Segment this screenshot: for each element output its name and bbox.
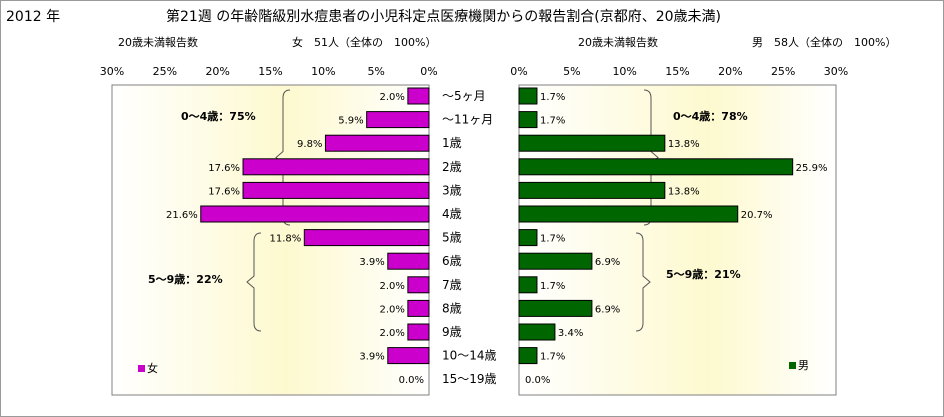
male-legend-label: 男 <box>798 359 809 372</box>
age-category-label: 〜5ヶ月 <box>442 89 486 103</box>
year-label: 2012 年 <box>6 9 61 25</box>
age-category-label: 2歳 <box>442 160 462 174</box>
female-data-label: 3.9% <box>359 352 384 363</box>
female-bar <box>387 252 430 270</box>
age-category-label: 5歳 <box>442 231 462 245</box>
female-bar <box>407 87 430 105</box>
female-bar <box>324 134 430 152</box>
female-bar <box>407 276 430 294</box>
male-bar <box>518 252 593 270</box>
male-annotation-0-4: 0〜4歳：78% <box>673 109 748 123</box>
male-axis-tick: 5% <box>563 65 580 78</box>
chart-title: 第21週 の年齢階級別水痘患者の小児科定点医療機関からの報告割合(京都府、20歳… <box>166 9 722 25</box>
female-bar <box>387 347 430 365</box>
female-bar <box>242 158 430 176</box>
female-data-label: 9.8% <box>297 139 322 150</box>
female-bar <box>366 111 430 129</box>
male-bar <box>518 205 739 223</box>
female-data-label: 2.0% <box>379 92 404 103</box>
female-data-label: 2.0% <box>379 328 404 339</box>
age-category-label: 7歳 <box>442 278 462 292</box>
female-summary: 女 51人（全体の 100%） <box>292 36 437 49</box>
age-category-label: 〜11ヶ月 <box>442 113 493 127</box>
male-bar <box>518 181 666 199</box>
female-axis-tick: 10% <box>311 65 335 78</box>
female-axis-tick: 15% <box>258 65 282 78</box>
male-legend-swatch <box>789 362 796 369</box>
age-category-label: 10〜14歳 <box>442 349 497 363</box>
female-bar <box>407 323 430 341</box>
male-data-label: 25.9% <box>796 163 828 174</box>
age-category-label: 8歳 <box>442 301 462 315</box>
male-axis-tick: 15% <box>665 65 689 78</box>
male-data-label: 1.7% <box>540 234 565 245</box>
male-data-label: 13.8% <box>668 186 700 197</box>
male-axis-tick: 10% <box>612 65 636 78</box>
male-data-label: 3.4% <box>558 328 583 339</box>
male-bar <box>518 87 538 105</box>
female-bar <box>407 299 430 317</box>
female-axis-tick: 5% <box>367 65 384 78</box>
male-axis-tick: 30% <box>824 65 848 78</box>
female-data-label: 11.8% <box>270 234 302 245</box>
male-axis-tick: 0% <box>510 65 527 78</box>
male-bar <box>518 229 538 247</box>
age-category-label: 3歳 <box>442 183 462 197</box>
male-data-label: 20.7% <box>741 210 773 221</box>
female-axis-tick: 25% <box>153 65 177 78</box>
male-bar <box>518 134 666 152</box>
male-axis-tick: 25% <box>771 65 795 78</box>
age-category-label: 15〜19歳 <box>442 372 497 386</box>
male-data-label: 0.0% <box>525 375 550 386</box>
male-axis-tick: 20% <box>718 65 742 78</box>
female-bracket-5-9 <box>246 232 262 332</box>
female-bar <box>303 229 430 247</box>
female-data-label: 5.9% <box>338 116 363 127</box>
male-summary: 男 58人（全体の 100%） <box>752 36 897 49</box>
female-axis-tick: 0% <box>420 65 437 78</box>
age-category-label: 9歳 <box>442 325 462 339</box>
female-data-label: 3.9% <box>359 257 384 268</box>
male-bracket-5-9 <box>635 232 651 332</box>
female-bracket-0-4 <box>275 89 291 226</box>
female-legend-label: 女 <box>147 361 158 375</box>
female-bar <box>242 181 430 199</box>
female-annotation-5-9: 5〜9歳：22% <box>148 272 223 286</box>
male-data-label: 1.7% <box>540 92 565 103</box>
female-subtitle: 20歳未満報告数 <box>118 36 198 49</box>
female-data-label: 17.6% <box>208 163 240 174</box>
age-category-label: 4歳 <box>442 207 462 221</box>
female-axis-tick: 30% <box>100 65 124 78</box>
male-annotation-5-9: 5〜9歳：21% <box>666 267 741 281</box>
male-data-label: 13.8% <box>668 139 700 150</box>
female-axis-tick: 20% <box>205 65 229 78</box>
male-bar <box>518 276 538 294</box>
female-annotation-0-4: 0〜4歳：75% <box>181 109 256 123</box>
male-data-label: 1.7% <box>540 281 565 292</box>
male-subtitle: 20歳未満報告数 <box>578 36 658 49</box>
male-bar <box>518 158 794 176</box>
male-bar <box>518 347 538 365</box>
male-bracket-0-4 <box>643 89 659 226</box>
female-data-label: 21.6% <box>166 210 198 221</box>
age-category-label: 1歳 <box>442 136 462 150</box>
age-category-label: 6歳 <box>442 254 462 268</box>
male-bar <box>518 323 556 341</box>
male-plot-area <box>518 84 837 396</box>
male-data-label: 1.7% <box>540 116 565 127</box>
male-data-label: 6.9% <box>595 304 620 315</box>
female-data-label: 2.0% <box>379 304 404 315</box>
female-data-label: 0.0% <box>399 375 424 386</box>
female-data-label: 2.0% <box>379 281 404 292</box>
male-data-label: 6.9% <box>595 257 620 268</box>
female-data-label: 17.6% <box>208 186 240 197</box>
female-bar <box>200 205 430 223</box>
male-data-label: 1.7% <box>540 352 565 363</box>
female-legend-swatch <box>138 365 145 372</box>
male-bar <box>518 111 538 129</box>
male-bar <box>518 299 593 317</box>
